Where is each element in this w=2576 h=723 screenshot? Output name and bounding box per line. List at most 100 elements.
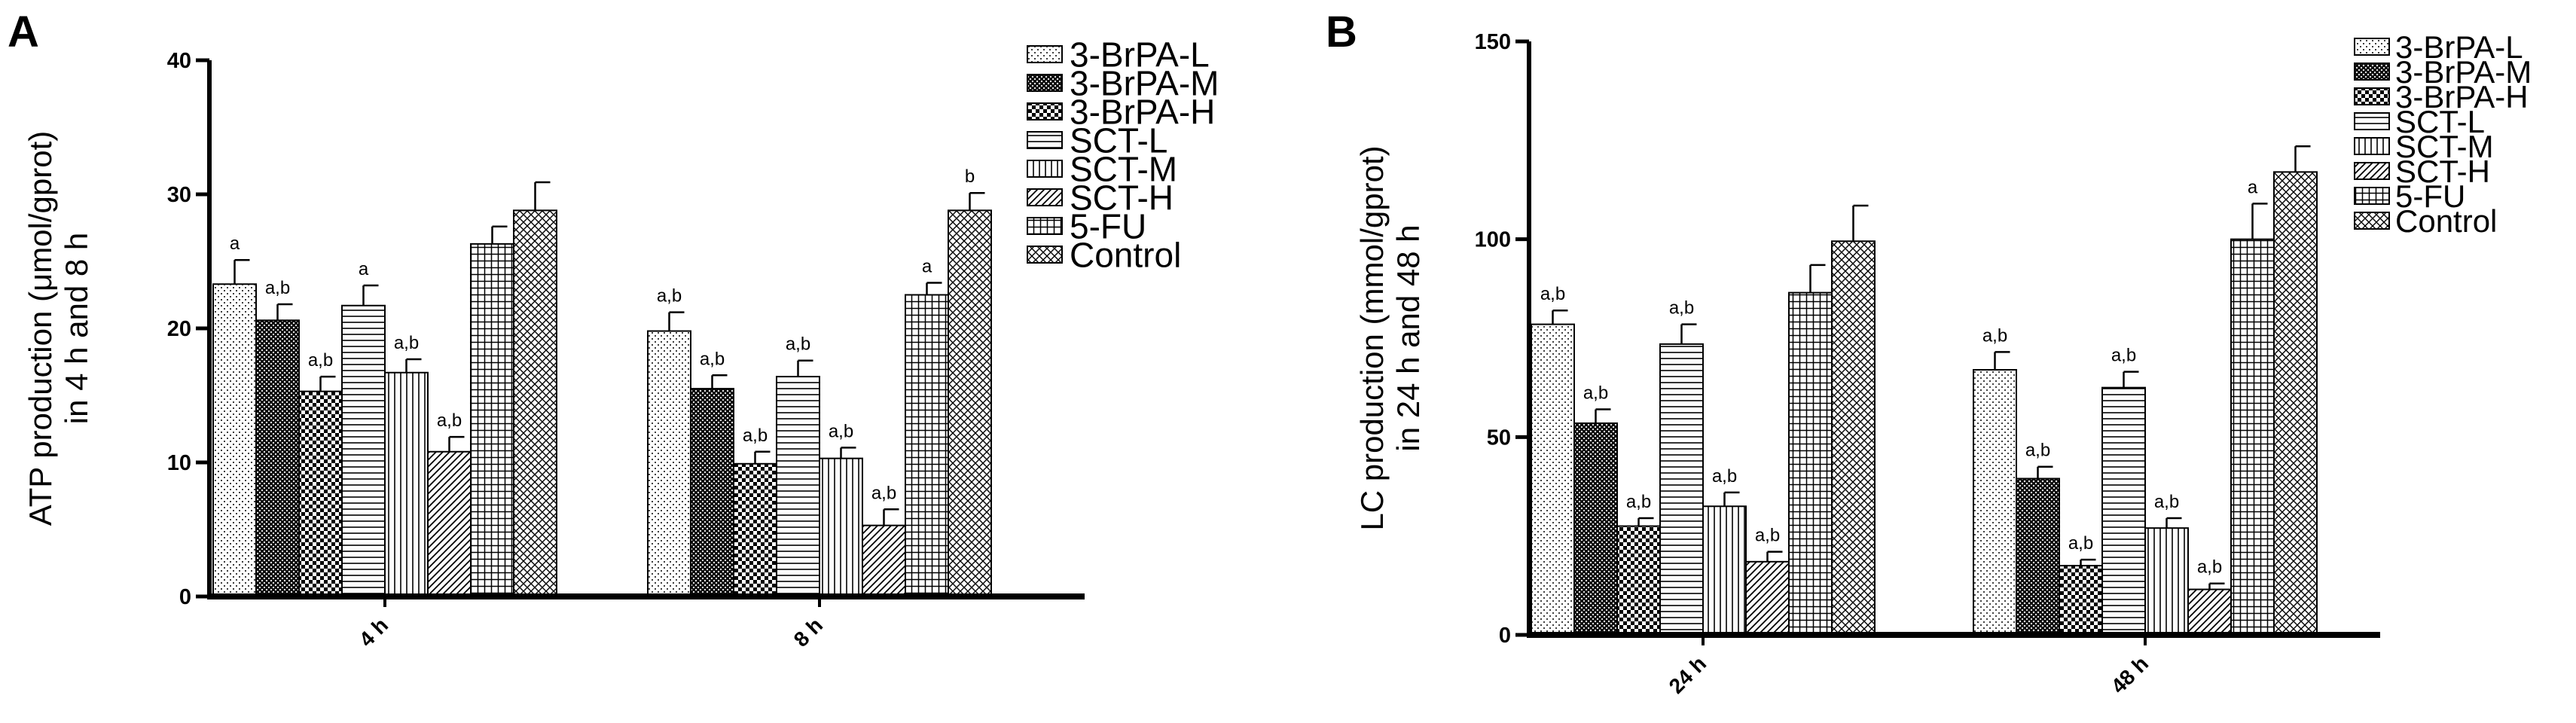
bar [2016,477,2060,636]
legend-label: 3-BrPA-H [1070,93,1215,132]
bar [2059,565,2103,636]
bar [690,388,734,597]
significance-label: a,b [786,334,810,355]
y-axis-label-line2: in 24 h and 48 h [1390,224,1426,451]
legend-label: SCT-H [2395,154,2490,189]
bar [384,371,429,597]
bar [1531,323,1575,636]
legend-label: Control [2395,203,2497,239]
significance-label: a,b [1540,284,1565,304]
y-tick-label: 0 [179,585,191,609]
legend-label: 3-BrPA-M [2395,54,2532,90]
legend-swatch [1027,188,1063,206]
legend-swatch [2354,63,2390,81]
bar [513,209,557,597]
legend-swatch [2354,87,2390,105]
bar [1573,422,1618,636]
bar [776,376,820,597]
bar [2273,171,2318,636]
legend-swatch [2354,112,2390,130]
panel-a: A ATP production (μmol/gprot) in 4 h and 8… [8,8,1219,651]
bar [647,330,691,597]
significance-label: a,b [1669,298,1694,319]
significance-label: a,b [308,350,333,371]
legend-swatch [1027,74,1063,92]
bar [255,319,300,597]
significance-label: a,b [1583,383,1608,404]
x-tick-label: 24 h [1665,651,1711,698]
legend-label: Control [1070,236,1181,275]
y-axis-label: ATP production (μmol/gprot) [23,131,58,526]
bar [733,462,777,598]
x-tick-label: 8 h [789,613,828,651]
legend-label: 5-FU [2395,178,2465,214]
y-tick-label: 10 [167,451,191,475]
y-tick-label: 30 [167,183,191,207]
y-tick-label: 50 [1487,426,1511,450]
legend-label: 3-BrPA-L [2395,29,2523,65]
significance-label: a,b [2025,441,2050,461]
legend-label: SCT-M [2395,129,2494,164]
significance-label: a,b [394,333,419,353]
significance-label: a,b [2197,557,2222,578]
bar [2187,588,2232,636]
bar [819,457,863,597]
significance-label: a,b [829,421,853,441]
y-axis-label-line2: in 4 h and 8 h [59,233,94,425]
legend-label: 3-BrPA-H [2395,79,2529,114]
legend-swatch [1027,246,1063,264]
y-tick-label: 20 [167,317,191,341]
x-tick-label: 48 h [2107,651,2153,698]
significance-label: a,b [2068,533,2093,554]
legend-swatch [1027,45,1063,63]
significance-label: a,b [1626,492,1651,512]
significance-label: a,b [700,349,725,369]
legend-swatch [2354,212,2390,230]
legend-label: 3-BrPA-L [1070,35,1210,75]
bar [1659,343,1704,636]
bar [298,390,343,597]
legend-swatch [2354,162,2390,180]
y-axis-label: LC production (mmol/gprot) [1354,145,1390,530]
bar [1616,525,1661,636]
legend-swatch [2354,187,2390,205]
legend-label: 3-BrPA-M [1070,64,1219,103]
significance-label: a,b [657,286,682,307]
bar [470,243,514,597]
bar [948,209,992,597]
significance-label: a,b [2111,346,2136,366]
bar [1702,505,1747,636]
bar [2144,527,2189,636]
legend-swatch [1027,131,1063,149]
panel-label: A [8,8,39,56]
bar [1973,369,2017,636]
bar [341,304,386,597]
significance-label: a [922,256,932,276]
legend-label: SCT-L [1070,121,1167,160]
legend-swatch [1027,102,1063,120]
x-tick-label: 4 h [355,613,393,651]
legend-label: SCT-H [1070,178,1174,218]
significance-label: a [359,259,369,279]
significance-label: a,b [437,410,462,431]
y-tick-label: 150 [1475,30,1511,54]
legend-label: 5-FU [1070,207,1146,246]
significance-label: b [965,166,975,187]
y-tick-label: 100 [1475,228,1511,252]
legend-label: SCT-L [2395,104,2485,139]
y-tick-label: 40 [167,49,191,73]
significance-label: a,b [743,426,768,446]
legend-swatch [2354,38,2390,56]
bar [1831,240,1876,636]
panel-label: B [1326,8,1357,56]
significance-label: a,b [1712,466,1737,487]
significance-label: a,b [2154,492,2179,512]
bar [427,450,472,598]
significance-label: a [2248,177,2258,197]
significance-label: a,b [871,483,896,503]
bar [212,283,257,597]
legend-label: SCT-M [1070,150,1177,189]
legend-swatch [1027,217,1063,235]
bar [1745,560,1790,636]
significance-label: a,b [1982,325,2007,346]
